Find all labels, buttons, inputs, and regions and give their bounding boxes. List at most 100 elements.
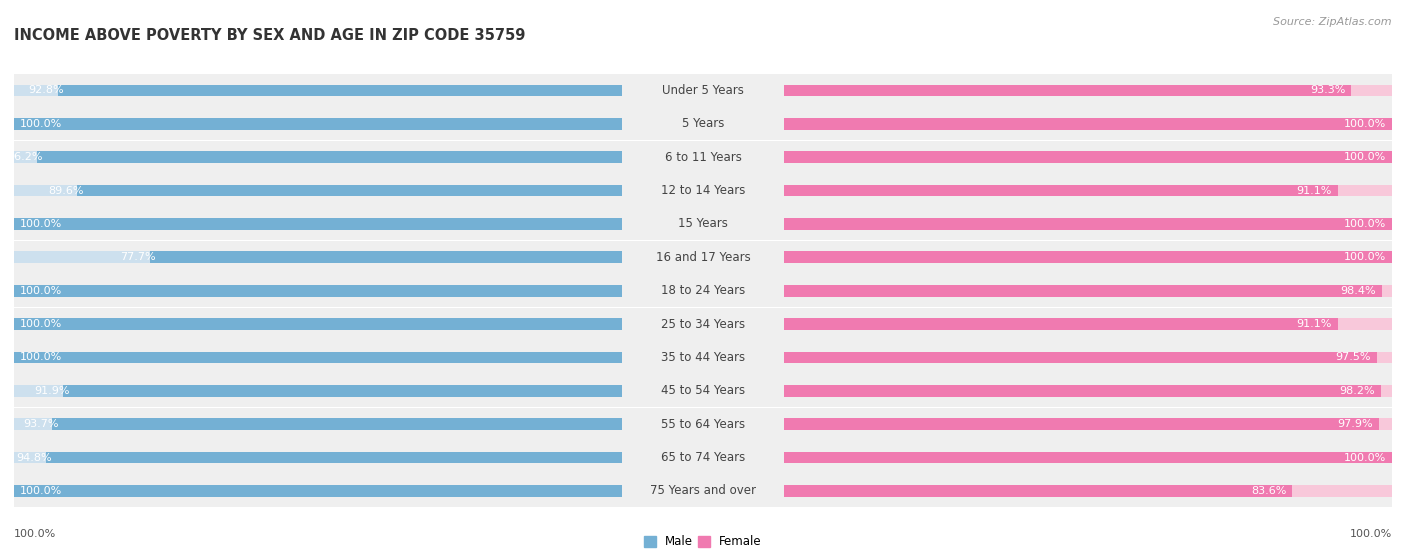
Text: 35 to 44 Years: 35 to 44 Years	[661, 351, 745, 364]
Bar	[14, 485, 621, 497]
Bar	[14, 418, 621, 430]
Bar	[63, 385, 621, 397]
Text: 97.5%: 97.5%	[1336, 352, 1371, 362]
Bar	[621, 74, 785, 107]
Text: Under 5 Years: Under 5 Years	[662, 84, 744, 97]
Bar	[14, 452, 621, 463]
Text: 100.0%: 100.0%	[1344, 119, 1386, 129]
Text: 18 to 24 Years: 18 to 24 Years	[661, 284, 745, 297]
Bar	[14, 285, 621, 296]
Bar	[14, 74, 621, 107]
Text: 97.9%: 97.9%	[1337, 419, 1374, 429]
Bar	[149, 252, 621, 263]
Text: 12 to 14 Years: 12 to 14 Years	[661, 184, 745, 197]
Bar	[785, 207, 1392, 240]
Bar	[14, 107, 621, 140]
Bar	[785, 441, 1392, 474]
Bar	[785, 318, 1339, 330]
Text: 55 to 64 Years: 55 to 64 Years	[661, 418, 745, 430]
Bar	[785, 485, 1292, 497]
Text: 75 Years and over: 75 Years and over	[650, 485, 756, 498]
Text: 6 to 11 Years: 6 to 11 Years	[665, 151, 741, 164]
Text: 100.0%: 100.0%	[1344, 252, 1386, 262]
Bar	[37, 151, 621, 163]
Bar	[14, 174, 621, 207]
Bar	[14, 318, 621, 330]
Bar	[621, 441, 785, 474]
Bar	[785, 352, 1392, 363]
Text: 16 and 17 Years: 16 and 17 Years	[655, 251, 751, 264]
Text: 65 to 74 Years: 65 to 74 Years	[661, 451, 745, 464]
Bar	[14, 252, 621, 263]
Text: INCOME ABOVE POVERTY BY SEX AND AGE IN ZIP CODE 35759: INCOME ABOVE POVERTY BY SEX AND AGE IN Z…	[14, 28, 526, 43]
Text: 100.0%: 100.0%	[14, 529, 56, 539]
Bar	[785, 318, 1392, 330]
Text: 77.7%: 77.7%	[120, 252, 156, 262]
Bar	[14, 274, 621, 307]
Bar	[621, 107, 785, 140]
Bar	[14, 118, 621, 130]
Bar	[785, 184, 1339, 196]
Bar	[785, 141, 1392, 174]
Bar	[785, 452, 1392, 463]
Bar	[621, 375, 785, 408]
Bar	[785, 151, 1392, 163]
Text: Source: ZipAtlas.com: Source: ZipAtlas.com	[1274, 17, 1392, 27]
Bar	[785, 118, 1392, 130]
Bar	[14, 241, 621, 274]
Bar	[14, 285, 621, 296]
Bar	[14, 475, 621, 508]
Bar	[14, 441, 621, 474]
Bar	[785, 151, 1392, 163]
Text: 91.1%: 91.1%	[1296, 319, 1331, 329]
Bar	[14, 352, 621, 363]
Bar	[785, 252, 1392, 263]
Text: 45 to 54 Years: 45 to 54 Years	[661, 384, 745, 397]
Bar	[785, 307, 1392, 340]
Text: 92.8%: 92.8%	[28, 86, 63, 96]
Bar	[14, 151, 621, 163]
Bar	[14, 207, 621, 240]
Bar	[785, 418, 1392, 430]
Text: 98.2%: 98.2%	[1340, 386, 1375, 396]
Bar	[785, 274, 1392, 307]
Bar	[14, 385, 621, 397]
Bar	[785, 352, 1376, 363]
Bar	[14, 307, 621, 340]
Text: 93.3%: 93.3%	[1310, 86, 1346, 96]
Bar	[621, 307, 785, 340]
Bar	[785, 252, 1392, 263]
Bar	[14, 375, 621, 408]
Bar	[14, 218, 621, 230]
Text: 100.0%: 100.0%	[20, 286, 62, 296]
Bar	[785, 375, 1392, 408]
Text: 100.0%: 100.0%	[20, 119, 62, 129]
Bar	[785, 485, 1392, 497]
Bar	[621, 408, 785, 440]
Bar	[785, 475, 1392, 508]
Bar	[785, 184, 1392, 196]
Bar	[785, 408, 1392, 440]
Text: 100.0%: 100.0%	[1344, 152, 1386, 162]
Bar	[77, 184, 621, 196]
Text: 25 to 34 Years: 25 to 34 Years	[661, 318, 745, 330]
Bar	[785, 174, 1392, 207]
Text: 5 Years: 5 Years	[682, 117, 724, 130]
Text: 91.1%: 91.1%	[1296, 186, 1331, 196]
Text: 100.0%: 100.0%	[20, 352, 62, 362]
Bar	[52, 418, 621, 430]
Text: 83.6%: 83.6%	[1251, 486, 1286, 496]
Bar	[785, 218, 1392, 230]
Bar	[621, 141, 785, 174]
Bar	[621, 274, 785, 307]
Text: 100.0%: 100.0%	[20, 486, 62, 496]
Bar	[621, 174, 785, 207]
Bar	[785, 285, 1382, 296]
Text: 98.4%: 98.4%	[1340, 286, 1376, 296]
Legend: Male, Female: Male, Female	[640, 530, 766, 553]
Text: 93.7%: 93.7%	[22, 419, 59, 429]
Text: 89.6%: 89.6%	[48, 186, 83, 196]
Bar	[785, 241, 1392, 274]
Bar	[14, 352, 621, 363]
Bar	[14, 184, 621, 196]
